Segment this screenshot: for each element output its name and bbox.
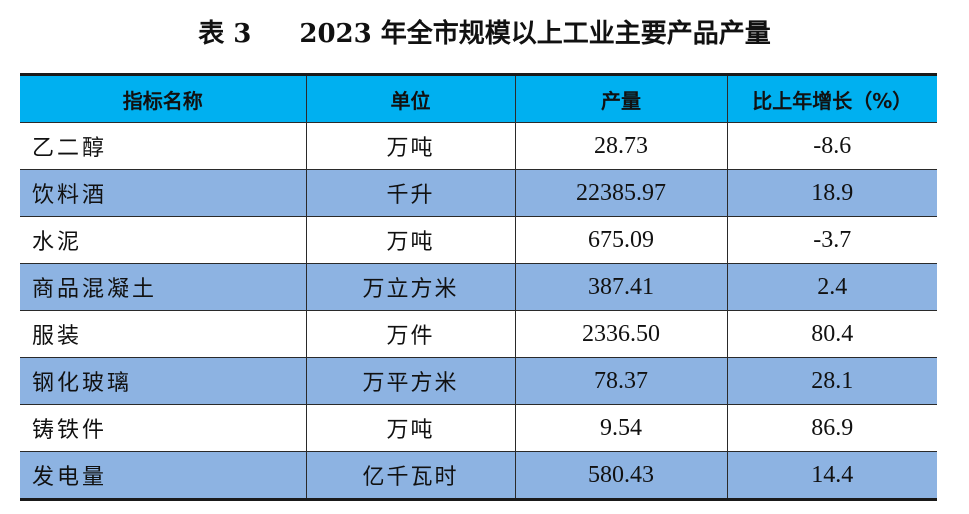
header-row: 指标名称 单位 产量 比上年增长（%） [20, 74, 937, 123]
table-row: 饮料酒 千升 22385.97 18.9 [20, 169, 937, 217]
unit-cell: 千升 [305, 169, 516, 217]
output-cell: 28.73 [514, 122, 728, 170]
header-growth: 比上年增长（%） [726, 74, 937, 123]
growth-cell: -8.6 [726, 122, 937, 170]
indicator-name-cell: 铸铁件 [20, 404, 307, 452]
unit-cell: 万平方米 [305, 357, 516, 405]
indicator-name-cell: 饮料酒 [20, 169, 307, 217]
output-cell: 9.54 [514, 404, 728, 452]
output-cell: 580.43 [514, 451, 728, 500]
output-cell: 22385.97 [514, 169, 728, 217]
table-row: 发电量 亿千瓦时 580.43 14.4 [20, 451, 937, 500]
output-cell: 2336.50 [514, 310, 728, 358]
growth-cell: 80.4 [726, 310, 937, 358]
indicator-name-cell: 商品混凝土 [20, 263, 307, 311]
growth-cell: 28.1 [726, 357, 937, 405]
table-number-label: 表 3 [198, 19, 252, 49]
table-row: 水泥 万吨 675.09 -3.7 [20, 216, 937, 264]
unit-cell: 万件 [305, 310, 516, 358]
growth-cell: -3.7 [726, 216, 937, 264]
indicator-name-cell: 发电量 [20, 451, 307, 500]
header-output: 产量 [514, 74, 728, 123]
output-cell: 387.41 [514, 263, 728, 311]
growth-cell: 2.4 [726, 263, 937, 311]
indicator-name-cell: 乙二醇 [20, 122, 307, 170]
table-title: 表 3 2023 年全市规模以上工业主要产品产量 [0, 14, 969, 54]
table-row: 服装 万件 2336.50 80.4 [20, 310, 937, 358]
production-table: 指标名称 单位 产量 比上年增长（%） 乙二醇 万吨 28.73 -8.6 饮料… [20, 73, 937, 501]
growth-cell: 18.9 [726, 169, 937, 217]
growth-cell: 14.4 [726, 451, 937, 500]
growth-cell: 86.9 [726, 404, 937, 452]
output-cell: 675.09 [514, 216, 728, 264]
indicator-name-cell: 服装 [20, 310, 307, 358]
table-row: 乙二醇 万吨 28.73 -8.6 [20, 122, 937, 170]
unit-cell: 亿千瓦时 [305, 451, 516, 500]
output-cell: 78.37 [514, 357, 728, 405]
header-unit: 单位 [305, 74, 516, 123]
indicator-name-cell: 水泥 [20, 216, 307, 264]
table-row: 铸铁件 万吨 9.54 86.9 [20, 404, 937, 452]
header-indicator-name: 指标名称 [20, 74, 307, 123]
unit-cell: 万吨 [305, 122, 516, 170]
table-row: 商品混凝土 万立方米 387.41 2.4 [20, 263, 937, 311]
unit-cell: 万立方米 [305, 263, 516, 311]
unit-cell: 万吨 [305, 216, 516, 264]
unit-cell: 万吨 [305, 404, 516, 452]
indicator-name-cell: 钢化玻璃 [20, 357, 307, 405]
table-title-text: 2023 年全市规模以上工业主要产品产量 [299, 19, 771, 49]
table-row: 钢化玻璃 万平方米 78.37 28.1 [20, 357, 937, 405]
